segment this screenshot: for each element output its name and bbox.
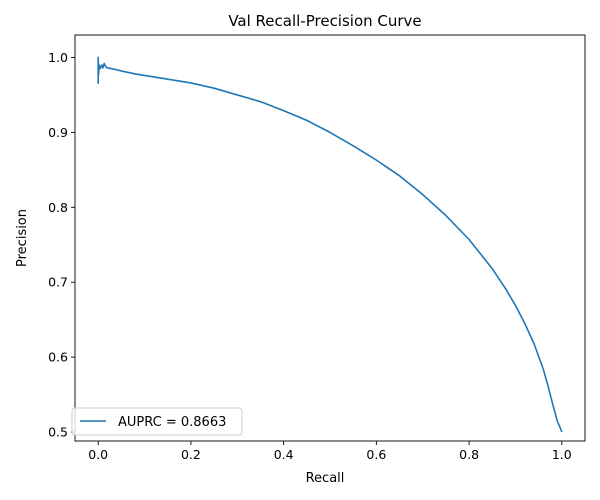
x-tick-label: 0.2 [181, 447, 201, 462]
y-tick-label: 0.6 [48, 350, 68, 365]
plot-frame [74, 34, 586, 442]
chart-title: Val Recall-Precision Curve [228, 12, 421, 30]
y-tick-label: 0.9 [48, 125, 68, 140]
series-line [97, 56, 563, 433]
x-tick-label: 1.0 [552, 447, 572, 462]
y-axis: 0.5 0.6 0.7 0.8 0.9 1.0 [48, 50, 75, 440]
y-tick-label: 0.5 [48, 425, 68, 440]
y-tick-label: 1.0 [48, 50, 68, 65]
legend: AUPRC = 0.8663 [71, 407, 243, 436]
x-axis-label: Recall [306, 471, 345, 486]
y-tick-label: 0.8 [48, 200, 68, 215]
x-tick-label: 0.4 [274, 447, 294, 462]
plot-area [97, 56, 563, 433]
legend-box [71, 407, 243, 436]
y-tick-label: 0.7 [48, 275, 68, 290]
legend-entry-label: AUPRC = 0.8663 [118, 415, 226, 430]
x-tick-label: 0.6 [366, 447, 386, 462]
x-tick-label: 0.8 [459, 447, 479, 462]
x-axis: 0.0 0.2 0.4 0.6 0.8 1.0 [88, 441, 572, 462]
y-axis-label: Precision [15, 209, 30, 267]
x-tick-label: 0.0 [88, 447, 108, 462]
